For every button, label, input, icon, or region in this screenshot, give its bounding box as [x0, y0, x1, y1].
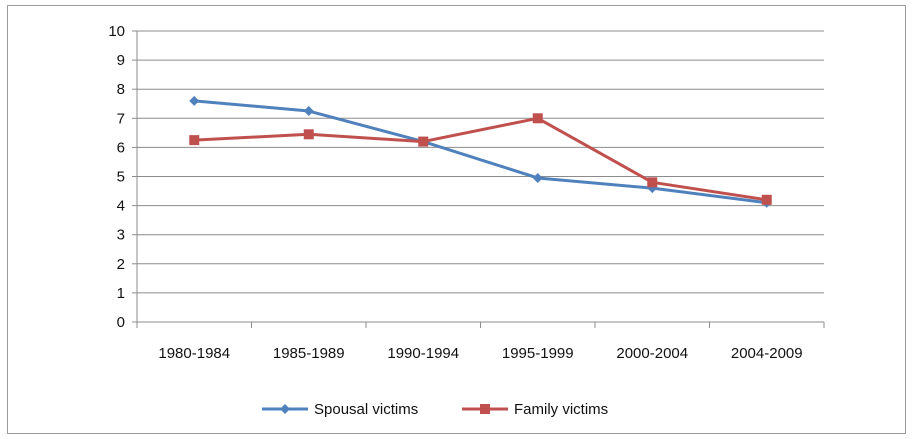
x-tick-label: 1995-1999	[502, 345, 574, 362]
chart-frame	[7, 5, 906, 434]
data-point-spousal-victims	[532, 172, 543, 183]
legend-marker-spousal-victims	[280, 404, 290, 414]
series-line-family-victims	[194, 116, 767, 202]
data-point-family-victims	[189, 135, 200, 146]
y-tick-label: 6	[117, 139, 125, 156]
x-tick-label: 1985-1989	[273, 345, 345, 362]
series-line-spousal-victims	[194, 99, 767, 205]
x-tick-label: 2000-2004	[616, 345, 688, 362]
data-point-family-victims	[303, 129, 314, 140]
y-tick-label: 9	[117, 52, 125, 69]
y-tick-label: 8	[117, 81, 125, 98]
series-lines	[189, 95, 772, 208]
data-point-spousal-victims	[189, 95, 200, 106]
y-tick-label: 4	[117, 198, 125, 215]
y-tick-label: 7	[117, 110, 125, 127]
x-tick-labels: 1980-1984 1985-1989 1990-1994 1995-1999 2000…	[158, 345, 802, 362]
data-point-family-victims	[647, 177, 658, 188]
x-tick-label: 2004-2009	[731, 345, 803, 362]
y-tick-label: 2	[117, 256, 125, 273]
data-point-family-victims	[761, 194, 772, 205]
legend: Spousal victims Family victims	[262, 401, 608, 418]
x-tick-label: 1990-1994	[387, 345, 459, 362]
legend-marker-family-victims	[480, 404, 490, 414]
y-tick-label: 10	[108, 23, 125, 40]
gridlines	[137, 30, 824, 294]
y-tick-labels: 0 1 2 3 4 5 6 7 8 9 10	[108, 23, 125, 331]
legend-label-family-victims: Family victims	[514, 401, 608, 418]
legend-label-spousal-victims: Spousal victims	[314, 401, 418, 418]
y-tick-label: 1	[117, 285, 125, 302]
y-tick-label: 3	[117, 227, 125, 244]
data-point-spousal-victims	[303, 106, 314, 117]
data-point-family-victims	[532, 113, 543, 124]
data-point-family-victims	[418, 136, 429, 147]
axes	[132, 30, 825, 328]
y-tick-label: 5	[117, 169, 125, 186]
x-tick-label: 1980-1984	[158, 345, 230, 362]
y-tick-label: 0	[117, 314, 125, 331]
